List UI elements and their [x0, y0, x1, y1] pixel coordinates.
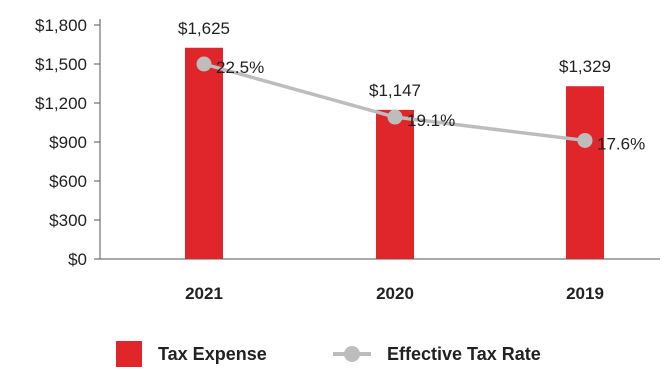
data-labels: $1,625 $1,147 $1,329 22.5% 19.1% 17.6% [178, 19, 645, 154]
line-series-effective-tax-rate [196, 56, 593, 148]
bar-series-tax-expense [185, 47, 604, 259]
rate-value-label: 17.6% [597, 134, 645, 153]
rate-point-2020 [387, 109, 403, 125]
y-tick-label: $1,800 [35, 16, 87, 35]
legend-label-effective-tax-rate: Effective Tax Rate [387, 343, 541, 364]
y-tick-label: $900 [49, 133, 87, 152]
bar-2021 [185, 47, 223, 259]
x-tick-label: 2021 [185, 284, 223, 303]
bar-value-label: $1,625 [178, 19, 230, 38]
legend-swatch-bar [116, 341, 142, 367]
rate-value-label: 19.1% [407, 111, 455, 130]
legend-swatch-line [333, 341, 371, 367]
bar-value-label: $1,147 [369, 81, 421, 100]
bar-2019 [566, 86, 604, 259]
y-tick-label: $600 [49, 172, 87, 191]
axes: $0 $300 $600 $900 $1,200 $1,500 $1,800 2021 2020… [35, 16, 660, 303]
legend-label-tax-expense: Tax Expense [158, 343, 267, 364]
legend-item-tax-expense: Tax Expense [116, 340, 267, 368]
y-tick-label: $0 [68, 250, 87, 269]
bar-value-label: $1,329 [559, 57, 611, 76]
legend: Tax Expense Effective Tax Rate [0, 340, 671, 370]
rate-point-2019 [577, 132, 593, 148]
x-tick-label: 2020 [376, 284, 414, 303]
y-tick-label: $1,200 [35, 94, 87, 113]
rate-point-2021 [196, 56, 212, 72]
rate-value-label: 22.5% [216, 58, 264, 77]
bar-2020 [376, 109, 414, 259]
legend-item-effective-tax-rate: Effective Tax Rate [333, 340, 541, 368]
x-tick-label: 2019 [566, 284, 604, 303]
y-tick-label: $300 [49, 211, 87, 230]
y-tick-label: $1,500 [35, 55, 87, 74]
